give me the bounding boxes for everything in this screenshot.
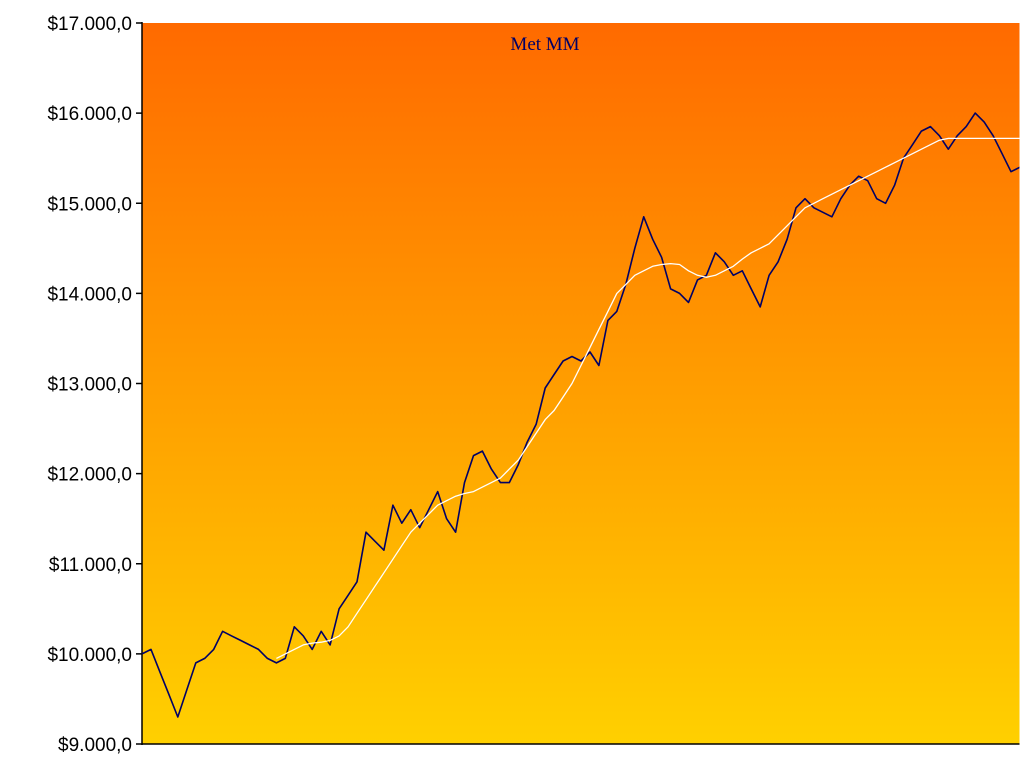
y-tick-label: $15.000,0 [47, 194, 132, 215]
y-tick-label: $14.000,0 [47, 284, 132, 305]
series-layer [141, 112, 1021, 718]
y-tick-label: $11.000,0 [49, 555, 132, 576]
series-line-moving-average [276, 137, 1020, 659]
y-tick-label: $16.000,0 [47, 104, 132, 125]
y-tick-label: $12.000,0 [47, 465, 132, 486]
y-tick-label: $17.000,0 [47, 14, 132, 35]
chart-title: Met MM [510, 34, 579, 55]
y-tick-label: $10.000,0 [47, 645, 132, 666]
y-tick-label: $9.000,0 [58, 735, 132, 756]
y-axis-ticks: $17.000,0 $16.000,0 $15.000,0 $14.000,0 $13.… [47, 14, 142, 756]
y-tick-label: $13.000,0 [47, 375, 132, 396]
series-line-price [141, 112, 1021, 718]
plot-area [142, 23, 1020, 744]
